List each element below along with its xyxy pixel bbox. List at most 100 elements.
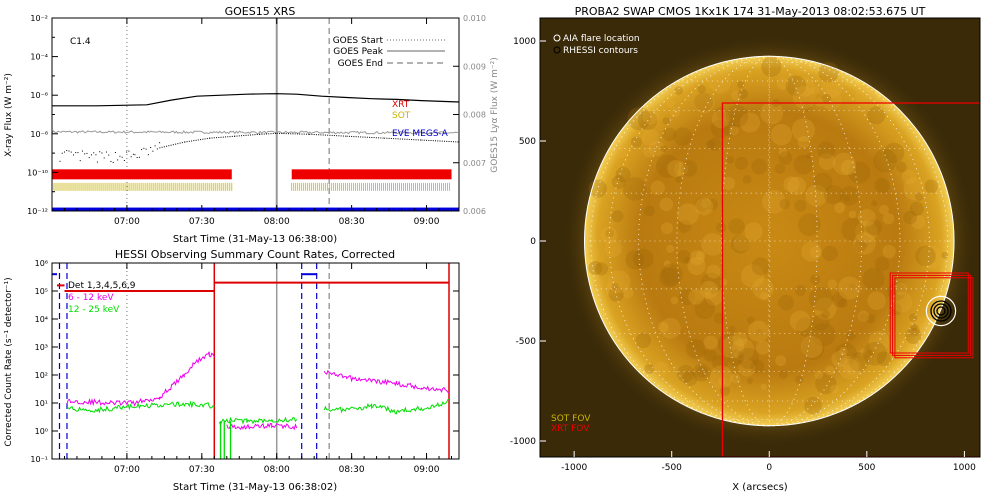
swap-texture-blob <box>685 339 706 359</box>
goes-x-tick-label: 08:30 <box>339 217 365 227</box>
swap-texture-blob <box>795 77 815 97</box>
goes-short-channel-point <box>231 135 233 137</box>
goes-short-channel-point <box>123 160 125 162</box>
goes-x-tick-label: 08:00 <box>264 217 290 227</box>
swap-texture-blob <box>666 99 675 109</box>
swap-texture-blob <box>837 298 848 308</box>
goes-short-channel-point <box>150 147 152 149</box>
swap-texture-blob <box>737 81 745 89</box>
goes-short-channel-point <box>159 147 161 149</box>
swap-texture-blob <box>643 146 654 158</box>
swap-texture-blob <box>717 333 740 356</box>
goes-short-channel-point <box>313 134 315 136</box>
goes-y-right-tick-label: 0.010 <box>463 14 486 23</box>
swap-texture-blob <box>756 328 763 335</box>
swap-texture-blob <box>687 256 706 276</box>
swap-y-tick-label: 1000 <box>513 37 536 47</box>
swap-texture-blob <box>662 127 677 142</box>
swap-texture-blob <box>849 352 869 372</box>
goes-short-channel-point <box>218 136 220 138</box>
goes-y-right-tick-label: 0.007 <box>463 159 486 168</box>
swap-texture-blob <box>739 112 761 133</box>
swap-texture-blob <box>751 158 768 175</box>
swap-texture-blob <box>660 317 681 339</box>
swap-texture-blob <box>746 316 755 325</box>
hessi-x-tick-label: 08:00 <box>264 465 290 475</box>
swap-texture-blob <box>747 320 770 342</box>
aia-flare-marker-icon <box>553 34 561 42</box>
goes-short-channel-point <box>324 134 326 136</box>
swap-texture-blob <box>818 61 839 83</box>
swap-texture-blob <box>855 220 878 244</box>
swap-texture-blob <box>678 289 695 306</box>
swap-texture-blob <box>817 141 835 160</box>
goes-short-channel-point <box>195 139 197 141</box>
goes-short-channel-point <box>299 133 301 135</box>
goes-short-channel-point <box>390 138 392 140</box>
swap-texture-blob <box>694 298 716 320</box>
swap-texture-blob <box>710 119 730 139</box>
swap-texture-blob <box>706 264 721 279</box>
swap-texture-blob <box>840 159 857 176</box>
swap-texture-blob <box>762 190 786 214</box>
goes-y-right-axis-label: GOES15 Lyα Flux (W m⁻²) <box>490 57 500 173</box>
swap-texture-blob <box>700 280 718 299</box>
goes-short-channel-point <box>426 139 428 141</box>
swap-texture-blob <box>722 177 736 190</box>
swap-texture-blob <box>908 313 918 322</box>
goes-short-channel-point <box>75 152 77 154</box>
goes-short-channel-point <box>88 157 90 159</box>
swap-x-tick-label: 1000 <box>953 463 976 473</box>
goes-short-channel-point <box>86 152 88 154</box>
goes-short-channel-point <box>320 134 322 136</box>
hessi-x-axis-label: Start Time (31-May-13 06:38:02) <box>173 482 337 493</box>
swap-texture-blob <box>909 201 924 216</box>
hessi-y-tick-label: 10⁶ <box>35 259 48 268</box>
swap-texture-blob <box>737 347 759 369</box>
goes-short-channel-point <box>259 133 261 135</box>
swap-legend-sot: SOT FOV <box>551 414 591 424</box>
swap-texture-blob <box>622 287 634 299</box>
goes-short-channel-point <box>455 141 457 143</box>
swap-texture-blob <box>862 268 885 290</box>
goes-short-channel-point <box>156 148 158 150</box>
hessi-legend-det: Det 1,3,4,5,6,9 <box>68 281 136 291</box>
swap-texture-blob <box>625 250 645 270</box>
goes-short-channel-point <box>384 137 386 139</box>
goes-y-tick-label: 10⁻⁸ <box>30 130 48 139</box>
goes-short-channel-point <box>154 145 156 147</box>
swap-texture-blob <box>611 282 619 290</box>
swap-texture-blob <box>874 178 890 194</box>
swap-rhessi-contour <box>930 300 952 322</box>
swap-texture-blob <box>668 83 681 97</box>
swap-texture-blob <box>792 85 816 109</box>
goes-short-channel-point <box>448 140 450 142</box>
goes-short-channel-point <box>79 160 81 162</box>
swap-aia-flare-circle <box>925 295 957 327</box>
swap-texture-blob <box>751 410 760 419</box>
swap-texture-blob <box>815 373 837 395</box>
goes-short-channel-point <box>256 133 258 135</box>
swap-texture-blob <box>915 245 936 267</box>
swap-legend-xrt: XRT FOV <box>551 424 590 434</box>
goes-short-channel-point <box>236 135 238 137</box>
swap-texture-blob <box>712 354 729 371</box>
swap-texture-blob <box>841 217 865 242</box>
goes-y-tick-label: 10⁻¹² <box>27 207 48 216</box>
swap-texture-blob <box>778 147 788 157</box>
swap-texture-blob <box>689 250 705 266</box>
swap-texture-blob <box>868 330 890 352</box>
goes-short-channel-point <box>305 133 307 135</box>
swap-texture-blob <box>867 291 886 311</box>
swap-texture-blob <box>831 350 848 368</box>
hessi-y-axis-label: Corrected Count Rate (s⁻¹ detector⁻¹) <box>4 277 14 446</box>
swap-texture-blob <box>814 297 837 320</box>
swap-texture-blob <box>787 176 807 196</box>
swap-texture-blob <box>751 257 770 276</box>
goes-short-channel-point <box>145 148 147 150</box>
goes-short-channel-point <box>128 150 130 152</box>
swap-texture-blob <box>677 203 699 225</box>
hessi-plot-frame <box>51 262 460 460</box>
goes-short-channel-point <box>241 135 243 137</box>
